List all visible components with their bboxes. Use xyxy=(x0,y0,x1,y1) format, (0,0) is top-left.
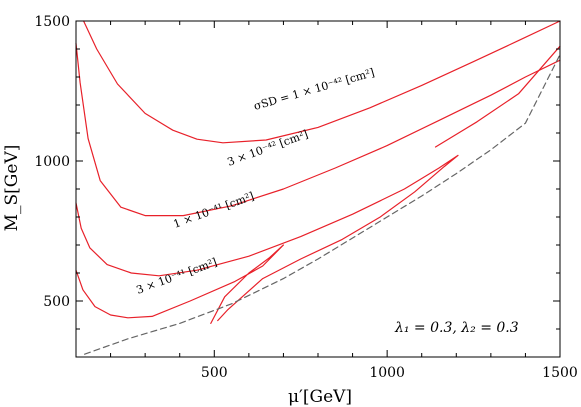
contour-line-1 xyxy=(75,42,561,217)
contour-line-4 xyxy=(434,45,561,148)
parameter-annotation: λ₁ = 0.3, λ₂ = 0.3 xyxy=(394,320,519,336)
contour-line-2 xyxy=(75,154,459,322)
tick-labels-layer: 500 1000 1500 500 1000 1500 xyxy=(34,14,577,381)
x-axis-title: μ′[GeV] xyxy=(288,387,352,407)
contour-line-3 xyxy=(75,244,284,324)
ticks-layer xyxy=(76,21,560,357)
x-tick-label: 1000 xyxy=(369,365,405,381)
boundary-dashed-line xyxy=(83,53,561,355)
curves-layer xyxy=(75,20,561,355)
x-tick-label: 1500 xyxy=(542,365,578,381)
y-tick-label: 500 xyxy=(43,294,70,310)
y-tick-label: 1500 xyxy=(34,14,70,30)
x-tick-label: 500 xyxy=(201,365,228,381)
y-axis-title: M_S[GeV] xyxy=(2,145,22,232)
y-tick-label: 1000 xyxy=(34,154,70,170)
contour-line-0 xyxy=(82,20,561,144)
